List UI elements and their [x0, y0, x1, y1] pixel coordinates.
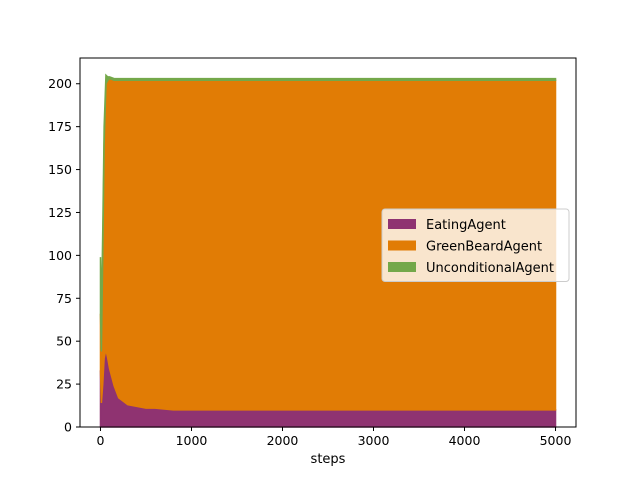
legend-label: UnconditionalAgent [426, 261, 554, 276]
legend: EatingAgent GreenBeardAgent UnconditionalA… [381, 208, 570, 282]
legend-swatch [388, 240, 416, 251]
x-tick-label: 3000 [358, 433, 390, 448]
y-tick-label: 125 [48, 205, 72, 220]
axes: 0 1000 2000 3000 4000 5000 0 25 50 75 100 125 150 175… [48, 57, 577, 448]
x-tick-label: 1000 [176, 433, 208, 448]
x-tick-label: 2000 [267, 433, 299, 448]
y-tick-label: 75 [56, 291, 72, 306]
y-tick-label: 50 [56, 334, 72, 349]
plot-frame [79, 57, 577, 428]
legend-swatch [388, 219, 416, 229]
legend-swatch [388, 262, 416, 272]
y-tick-label: 175 [48, 119, 72, 134]
x-tick-label: 4000 [449, 433, 481, 448]
y-tick-label: 25 [56, 377, 72, 392]
y-tick-label: 200 [48, 76, 72, 91]
legend-box [381, 208, 570, 282]
legend-label: EatingAgent [426, 218, 506, 233]
y-tick-label: 150 [48, 162, 72, 177]
y-tick-label: 0 [64, 420, 72, 435]
x-tick-label: 5000 [540, 433, 572, 448]
area-series-2 [99, 73, 557, 352]
legend-label: GreenBeardAgent [426, 240, 542, 255]
x-tick-label: 0 [97, 433, 105, 448]
x-axis-label: steps [311, 452, 346, 467]
y-tick-label: 100 [48, 248, 72, 263]
